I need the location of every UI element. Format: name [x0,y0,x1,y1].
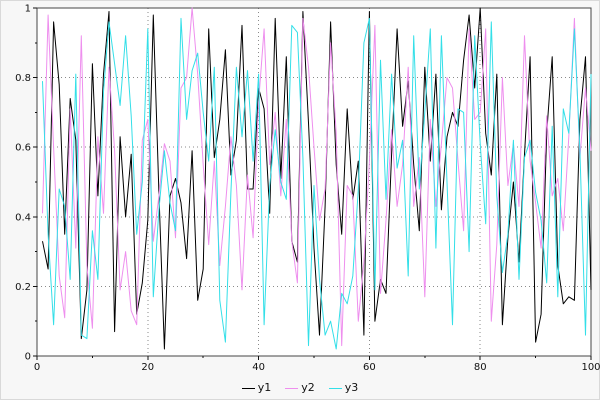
series-line-y3 [42,17,592,350]
legend-item-y1: y1 [241,381,272,394]
legend-line-swatch [285,387,299,389]
y-tick-label: 0.2 [15,282,31,293]
y-axis: 0 0.2 0.4 0.6 0.8 1 [15,4,37,363]
legend-line-swatch [328,387,342,389]
x-tick-label: 60 [363,362,376,373]
y-tick-label: 0 [25,352,31,363]
y-tick-label: 0.4 [15,212,31,223]
y-tick-label: 0.8 [15,73,31,84]
line-chart-canvas: 0 20 40 60 80 100 0 0.2 0.4 0.6 0.8 1 [15,4,600,374]
x-tick-label: 80 [474,362,487,373]
legend-item-y3: y3 [328,381,359,394]
x-tick-label: 100 [581,362,600,373]
x-axis: 0 20 40 60 80 100 [34,356,600,373]
series-line-y1 [42,7,592,350]
legend-label: y3 [344,381,359,394]
x-tick-label: 20 [141,362,154,373]
y-tick-label: 0.6 [15,143,31,154]
legend-line-swatch [241,387,255,389]
legend-item-y2: y2 [285,381,315,394]
legend-label: y2 [301,381,315,394]
y-tick-label: 1 [25,4,31,15]
legend-label: y1 [257,381,272,394]
legend: y1 y2 y3 [1,381,599,394]
x-tick-label: 40 [252,362,265,373]
series-line-y2 [42,7,592,347]
x-tick-label: 0 [34,362,40,373]
